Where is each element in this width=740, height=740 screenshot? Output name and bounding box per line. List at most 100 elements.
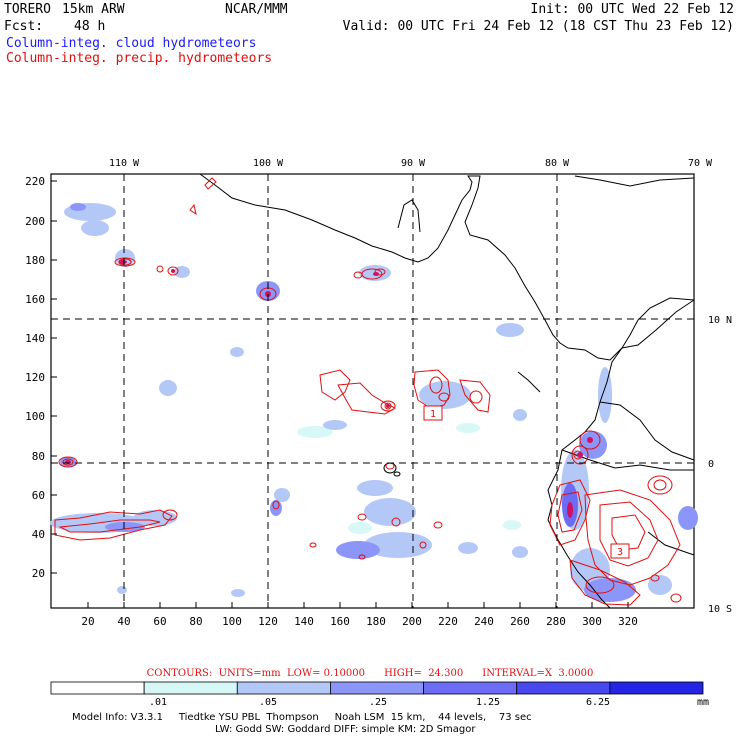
precip-contour <box>419 541 427 549</box>
colorbar-label: 1.25 <box>476 697 500 708</box>
precip-contour <box>384 402 392 410</box>
precip-contour <box>557 491 583 533</box>
cloud-patch <box>503 520 521 530</box>
precip-contour <box>58 456 78 468</box>
colorbar-segment <box>50 681 145 695</box>
x-tick-label: 100 <box>222 615 242 628</box>
cloud-patch <box>419 381 471 409</box>
box-label-1-text: 1 <box>430 409 436 420</box>
precip-contour <box>62 458 74 466</box>
precip-contour <box>647 475 673 495</box>
cloud-patch <box>458 542 478 554</box>
precip-contour <box>353 271 363 279</box>
cloud-patch <box>348 522 372 534</box>
cloud-patch <box>456 423 480 433</box>
valid-time: Valid: 00 UTC Fri 24 Feb 12 (18 CST Thu … <box>342 19 734 34</box>
y-tick-label: 100 <box>25 410 45 423</box>
cloud-patch <box>231 589 245 597</box>
precip-contour <box>585 576 615 594</box>
model-resolution: 15km ARW <box>62 2 125 17</box>
field-cloud-title: Column-integ. cloud hydrometeors <box>6 36 257 51</box>
colorbar <box>50 681 704 695</box>
coastline-panama <box>517 371 541 393</box>
precip-core <box>373 272 379 276</box>
lon-label-110w: 110 W <box>109 158 140 169</box>
latitude-labels: 10 N 0 10 S <box>708 315 732 615</box>
x-axis: 20 40 60 80 100 120 140 160 180 200 220 … <box>81 615 638 628</box>
colorbar-segment <box>516 681 611 695</box>
x-tick-label: 220 <box>438 615 458 628</box>
x-tick-label: 40 <box>117 615 130 628</box>
box-labels: 1 3 <box>423 405 630 559</box>
lat-label-10s: 10 S <box>708 604 732 615</box>
colorbar-segment <box>330 681 424 695</box>
x-tick-label: 280 <box>546 615 566 628</box>
precip-contour <box>167 266 179 276</box>
precip-contour <box>469 390 483 404</box>
x-tick-label: 240 <box>474 615 494 628</box>
model-name: TORERO <box>4 2 51 17</box>
box-label-3-text: 3 <box>617 547 623 558</box>
cloud-patch <box>174 266 190 278</box>
precip-core <box>567 502 573 518</box>
precip-contour <box>156 265 164 273</box>
border-colombia <box>599 401 695 461</box>
precip-contour <box>189 203 197 216</box>
tick-marks <box>51 180 629 608</box>
x-tick-label: 260 <box>510 615 530 628</box>
precip-core <box>171 269 175 273</box>
coastline-yucatan <box>397 199 421 233</box>
precip-contour <box>549 479 591 546</box>
y-tick-label: 140 <box>25 332 45 345</box>
cloud-patch <box>323 420 347 430</box>
lat-label-10n: 10 N <box>708 315 732 326</box>
precip-contour <box>433 521 443 529</box>
x-tick-label: 160 <box>330 615 350 628</box>
y-tick-label: 40 <box>32 528 45 541</box>
x-tick-label: 20 <box>81 615 94 628</box>
cloud-patch <box>648 575 672 595</box>
precip-contour <box>413 369 451 409</box>
precip-contour <box>459 379 491 413</box>
precip-contour <box>584 489 681 586</box>
cloud-patch <box>678 506 698 530</box>
precip-contour <box>670 593 682 603</box>
precip-contour <box>429 376 443 394</box>
galapagos-islet <box>393 471 401 477</box>
cloud-patch <box>133 510 177 526</box>
colorbar-label: .01 <box>149 697 167 708</box>
precip-contour <box>162 509 178 521</box>
colorbar-labels: .01 .05 .25 1.25 6.25 mm <box>149 697 709 708</box>
border-peru-brazil <box>647 531 695 556</box>
x-tick-label: 60 <box>153 615 166 628</box>
longitude-labels: 110 W 100 W 90 W 80 W 70 W <box>109 158 713 169</box>
lon-label-90w: 90 W <box>401 158 426 169</box>
precip-contour <box>54 509 173 541</box>
border-ecuador-peru <box>561 449 694 471</box>
x-tick-label: 300 <box>582 615 602 628</box>
y-tick-label: 120 <box>25 371 45 384</box>
cloud-patch <box>105 522 145 532</box>
precip-contour <box>272 500 280 510</box>
x-tick-label: 320 <box>618 615 638 628</box>
cloud-patch <box>364 532 432 558</box>
precip-core <box>386 404 390 408</box>
precip-core <box>119 260 127 264</box>
precip-contour <box>309 542 317 548</box>
precip-contour <box>611 514 646 551</box>
precip-contour <box>650 574 660 582</box>
cloud-patch <box>512 546 528 558</box>
precip-contour <box>58 519 161 533</box>
forecast-hours: 48 h <box>74 19 106 34</box>
model-info-line1: Model Info: V3.3.1 Tiedtke YSU PBL Thomp… <box>72 712 532 723</box>
x-tick-label: 180 <box>366 615 386 628</box>
precip-contour <box>438 392 450 402</box>
y-tick-label: 80 <box>32 450 45 463</box>
y-tick-label: 180 <box>25 254 45 267</box>
precip-contour <box>204 177 217 190</box>
box-label-3 <box>610 543 630 559</box>
cloud-patch <box>336 541 380 559</box>
cloud-patch <box>81 220 109 236</box>
precip-core <box>577 452 583 458</box>
contour-info: CONTOURS: UNITS=mm LOW= 0.10000 HIGH= 24… <box>146 668 594 679</box>
